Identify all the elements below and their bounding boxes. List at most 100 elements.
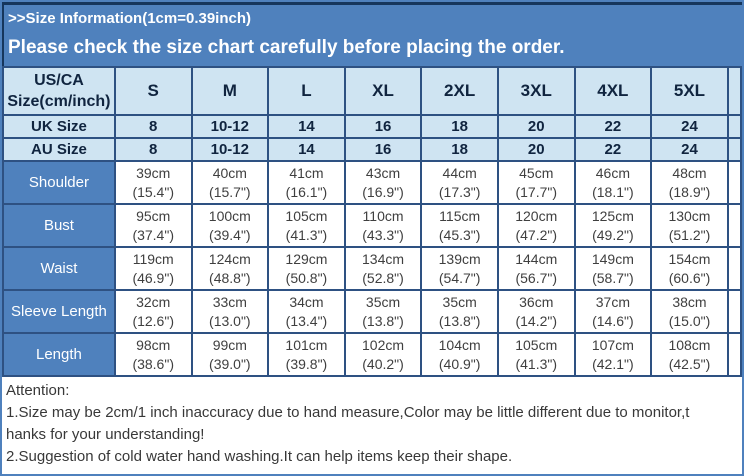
measurement-cell: 98cm (38.6") <box>113 332 193 377</box>
cm-value: 139cm <box>438 251 481 267</box>
cm-value: 37cm <box>595 294 630 310</box>
cm-value: 36cm <box>519 294 554 310</box>
measurement-label: Waist <box>2 246 116 291</box>
size-chart-table: US/CA Size(cm/inch) S M L XL 2XL 3XL 4XL… <box>2 66 742 377</box>
measurement-label: Length <box>2 332 116 377</box>
au-size-value: 8 <box>113 137 193 162</box>
measurement-cell: 125cm (49.2") <box>573 203 653 248</box>
measurement-label: Bust <box>2 203 116 248</box>
au-size-value: 20 <box>496 137 576 162</box>
measurement-cell: 36cm (14.2") <box>496 289 576 334</box>
spacer-cell <box>726 203 742 248</box>
cm-value: 129cm <box>285 251 328 267</box>
cm-value: 119cm <box>132 251 174 267</box>
inch-value: (56.7") <box>515 270 558 286</box>
inch-value: (13.0") <box>209 313 251 329</box>
inch-value: (43.3") <box>362 227 404 243</box>
corner-header-cell: US/CA Size(cm/inch) <box>2 66 116 116</box>
measurement-cell: 107cm (42.1") <box>573 332 653 377</box>
cm-value: 33cm <box>212 294 247 310</box>
measurement-cell: 39cm (15.4") <box>113 160 193 205</box>
inch-value: (38.6") <box>132 356 174 372</box>
cm-value: 38cm <box>672 294 707 310</box>
cm-value: 154cm <box>668 251 711 267</box>
spacer-cell <box>726 137 742 162</box>
cm-value: 104cm <box>438 337 481 353</box>
measurement-cell: 43cm (16.9") <box>343 160 423 205</box>
cm-value: 120cm <box>515 208 558 224</box>
measurement-cell: 108cm (42.5") <box>650 332 729 377</box>
cm-value: 107cm <box>591 337 634 353</box>
cm-value: 40cm <box>212 165 247 181</box>
cm-value: 41cm <box>289 165 324 181</box>
au-size-value: 18 <box>420 137 499 162</box>
au-size-value: 24 <box>650 137 729 162</box>
measurement-cell: 100cm (39.4") <box>190 203 270 248</box>
size-col-header-5xl: 5XL <box>650 66 729 116</box>
cm-value: 144cm <box>515 251 558 267</box>
measurement-cell: 34cm (13.4") <box>267 289 346 334</box>
cm-value: 124cm <box>208 251 251 267</box>
attention-line: 2.Suggestion of cold water hand washing.… <box>6 448 513 465</box>
corner-header-line2: Size(cm/inch) <box>7 93 111 110</box>
cm-value: 46cm <box>595 165 630 181</box>
inch-value: (15.7") <box>209 184 251 200</box>
measurement-cell: 35cm (13.8") <box>420 289 499 334</box>
inch-value: (16.9") <box>362 184 404 200</box>
au-size-value: 16 <box>343 137 423 162</box>
au-size-value: 14 <box>267 137 346 162</box>
inch-value: (39.4") <box>209 227 251 243</box>
cm-value: 99cm <box>212 337 247 353</box>
measurement-cell: 35cm (13.8") <box>343 289 423 334</box>
cm-value: 100cm <box>208 208 251 224</box>
inch-value: (17.3") <box>438 184 481 200</box>
inch-value: (40.9") <box>438 356 481 372</box>
size-col-header-3xl: 3XL <box>496 66 576 116</box>
measurement-cell: 37cm (14.6") <box>573 289 653 334</box>
measurement-row-bust: Bust 95cm (37.4") 100cm (39.4") 105cm (4… <box>2 203 742 248</box>
measurement-cell: 144cm (56.7") <box>496 246 576 291</box>
cm-value: 149cm <box>591 251 634 267</box>
cm-value: 101cm <box>285 337 328 353</box>
size-col-header-s: S <box>113 66 193 116</box>
measurement-row-length: Length 98cm (38.6") 99cm (39.0") 101cm (… <box>2 332 742 377</box>
measurement-cell: 102cm (40.2") <box>343 332 423 377</box>
size-col-header-4xl: 4XL <box>573 66 653 116</box>
measurement-row-sleeve-length: Sleeve Length 32cm (12.6") 33cm (13.0") … <box>2 289 742 334</box>
cm-value: 44cm <box>442 165 477 181</box>
measurement-cell: 119cm (46.9") <box>113 246 193 291</box>
au-size-value: 22 <box>573 137 653 162</box>
measurement-cell: 99cm (39.0") <box>190 332 270 377</box>
inch-value: (13.8") <box>362 313 404 329</box>
attention-notes: Attention: 1.Size may be 2cm/1 inch inac… <box>2 377 742 468</box>
inch-value: (49.2") <box>592 227 634 243</box>
inch-value: (41.3") <box>285 227 328 243</box>
measurement-cell: 124cm (48.8") <box>190 246 270 291</box>
inch-value: (15.4") <box>132 184 174 200</box>
cm-value: 130cm <box>668 208 711 224</box>
measurement-cell: 120cm (47.2") <box>496 203 576 248</box>
measurement-row-waist: Waist 119cm (46.9") 124cm (48.8") 129cm … <box>2 246 742 291</box>
measurement-cell: 33cm (13.0") <box>190 289 270 334</box>
inch-value: (40.2") <box>362 356 404 372</box>
spacer-cell <box>726 160 742 205</box>
cm-value: 48cm <box>672 165 707 181</box>
size-col-header-2xl: 2XL <box>420 66 499 116</box>
inch-value: (17.7") <box>515 184 558 200</box>
measurement-cell: 154cm (60.6") <box>650 246 729 291</box>
uk-size-value: 22 <box>573 114 653 139</box>
inch-value: (46.9") <box>132 270 174 286</box>
inch-value: (42.1") <box>592 356 634 372</box>
inch-value: (45.3") <box>438 227 481 243</box>
inch-value: (12.6") <box>132 313 174 329</box>
au-size-row: AU Size 8 10-12 14 16 18 20 22 24 <box>2 137 742 162</box>
cm-value: 32cm <box>136 294 171 310</box>
inch-value: (48.8") <box>209 270 251 286</box>
size-col-header-l: L <box>267 66 346 116</box>
attention-line: hanks for your understanding! <box>6 426 205 443</box>
measurement-cell: 46cm (18.1") <box>573 160 653 205</box>
spacer-cell <box>726 114 742 139</box>
uk-size-value: 14 <box>267 114 346 139</box>
measurement-cell: 130cm (51.2") <box>650 203 729 248</box>
